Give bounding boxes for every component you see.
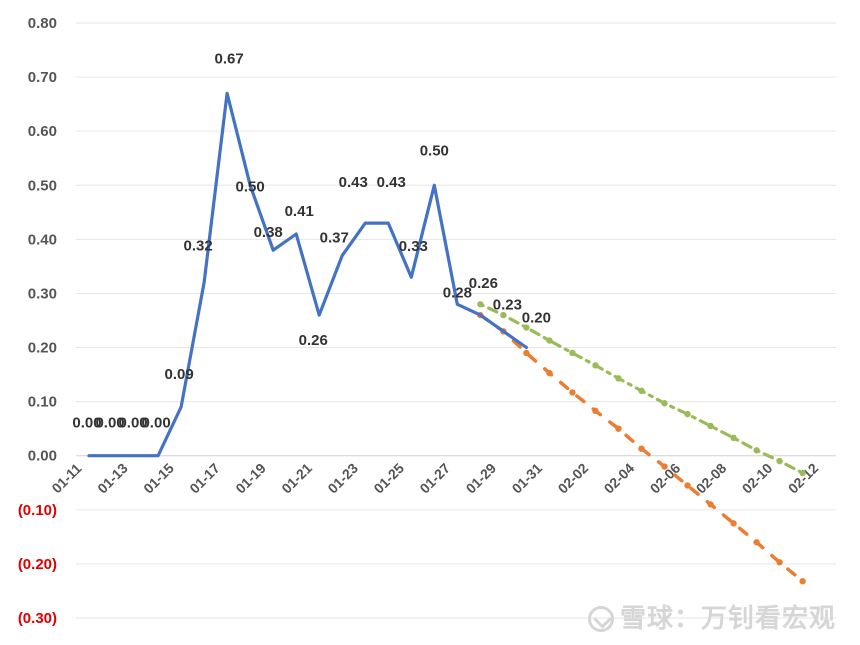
x-tick-label: 01-17 — [186, 460, 223, 497]
y-tick-label: 0.10 — [28, 394, 57, 411]
series-point-dash-dot — [661, 400, 668, 407]
series-point-dashed — [753, 539, 760, 546]
data-label: 0.09 — [164, 366, 193, 383]
x-tick-label: 01-25 — [370, 460, 407, 497]
data-label: 0.26 — [469, 275, 498, 292]
series-point-dash-dot — [638, 387, 645, 395]
series-point-dash-dot — [523, 324, 530, 331]
series-point-dash-dot — [477, 301, 484, 308]
series-point-dashed — [799, 578, 806, 585]
y-tick-label: 0.30 — [28, 285, 57, 302]
y-tick-label: 0.50 — [28, 177, 57, 194]
x-tick-label: 01-29 — [463, 460, 500, 497]
watermark-text: 雪球：万钊看宏观 — [619, 604, 836, 634]
series-point-dash-dot — [615, 375, 622, 382]
y-tick-label: 0.80 — [28, 15, 57, 32]
x-tick-label: 01-19 — [232, 460, 269, 497]
series-point-dashed — [615, 425, 622, 432]
series-point-dash-dot — [730, 434, 737, 442]
data-label: 0.50 — [420, 142, 449, 159]
series-point-dashed — [661, 463, 668, 470]
series-point-dashed — [684, 482, 691, 489]
data-label: 0.43 — [339, 174, 368, 191]
x-tick-label: 01-31 — [509, 460, 546, 497]
data-label: 0.38 — [254, 224, 283, 241]
x-tick-label: 01-21 — [278, 460, 315, 497]
x-tick-label: 01-15 — [140, 460, 177, 497]
x-tick-label: 02-10 — [739, 460, 776, 497]
data-label: 0.50 — [236, 178, 265, 195]
series-point-dash-dot — [684, 410, 691, 418]
data-label: 0.37 — [320, 230, 349, 247]
x-tick-label: 02-08 — [693, 460, 730, 497]
data-label: 0.67 — [215, 50, 244, 67]
series-point-dash-dot — [799, 469, 806, 477]
data-label: 0.00 — [118, 415, 147, 432]
series-point-dashed — [730, 520, 737, 527]
series-point-dash-dot — [592, 362, 599, 369]
data-label: 0.41 — [285, 203, 314, 220]
y-tick-label: 0.00 — [28, 448, 57, 465]
data-label: 0.20 — [522, 310, 551, 327]
series-point-dashed — [569, 389, 576, 396]
x-tick-label: 02-02 — [555, 460, 592, 497]
y-tick-label: (0.30) — [18, 610, 57, 627]
x-tick-label: 01-27 — [416, 460, 453, 497]
data-label: 0.00 — [72, 415, 101, 432]
data-label: 0.26 — [299, 332, 328, 349]
x-tick-label: 01-23 — [324, 460, 361, 497]
data-label: 0.28 — [443, 284, 472, 301]
series-point-dash-dot — [776, 457, 783, 465]
series-point-dashed — [776, 559, 783, 566]
y-tick-label: 0.60 — [28, 123, 57, 140]
x-tick-label: 01-11 — [48, 460, 84, 496]
series-point-dashed — [546, 369, 553, 377]
data-label: 0.32 — [184, 238, 213, 255]
data-label: 0.00 — [141, 415, 170, 432]
y-tick-label: (0.20) — [18, 556, 57, 573]
snowball-logo-icon — [587, 606, 614, 632]
series-point-dashed — [638, 445, 645, 452]
watermark: 雪球：万钊看宏观 — [587, 598, 836, 635]
data-label: 0.43 — [377, 174, 406, 191]
series-point-dashed — [523, 349, 530, 357]
y-tick-label: 0.20 — [28, 340, 57, 357]
series-point-dash-dot — [569, 349, 576, 357]
x-tick-label: 02-04 — [601, 460, 638, 497]
data-label: 0.23 — [493, 296, 522, 313]
data-label: 0.00 — [95, 415, 124, 432]
series-line-solid — [87, 91, 529, 458]
x-tick-label: 01-13 — [94, 460, 131, 497]
y-tick-label: (0.10) — [18, 502, 57, 519]
series-point-dashed — [592, 407, 599, 415]
series-point-dash-dot — [753, 447, 760, 454]
series-point-dash-dot — [546, 337, 553, 344]
series-point-dash-dot — [500, 311, 507, 319]
series-point-dashed — [707, 501, 714, 508]
y-tick-label: 0.40 — [28, 231, 57, 248]
data-label: 0.33 — [399, 238, 428, 255]
y-tick-label: 0.70 — [28, 69, 57, 86]
series-point-dash-dot — [707, 422, 714, 430]
